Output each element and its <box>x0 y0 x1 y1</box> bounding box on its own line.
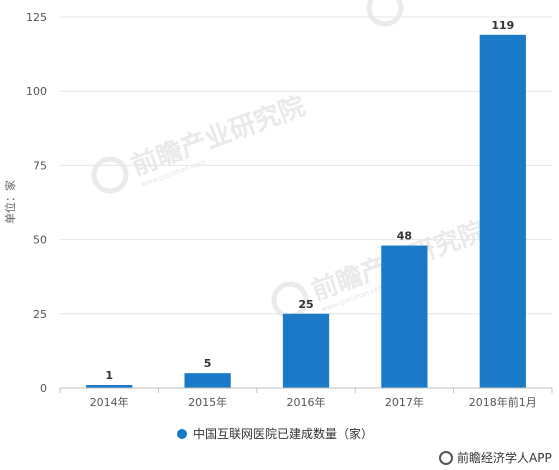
footer-brand-text: 前瞻经济学人APP <box>457 450 552 465</box>
bar <box>479 34 526 389</box>
brand-logo-icon <box>439 451 453 465</box>
x-tick-label: 2016年 <box>287 395 326 409</box>
gridlines <box>60 16 552 315</box>
legend-marker <box>177 429 187 439</box>
watermark-layer: 前瞻产业研究院 www.qianzhan.com 前瞻产业研究院 www.qia… <box>91 0 489 319</box>
watermark <box>366 0 404 27</box>
bar <box>184 373 231 388</box>
data-label: 48 <box>397 230 412 243</box>
watermark: 前瞻产业研究院 www.qianzhan.com <box>271 215 489 319</box>
bars <box>86 34 526 389</box>
y-tick-label: 25 <box>33 308 47 321</box>
x-tick-label: 2015年 <box>188 395 227 409</box>
bar <box>86 385 133 388</box>
x-tick-label: 2017年 <box>385 395 424 409</box>
y-tick-label: 0 <box>40 382 47 395</box>
y-tick-label: 50 <box>33 234 47 247</box>
data-label: 5 <box>204 357 212 370</box>
data-label: 119 <box>491 19 514 32</box>
y-axis-ticks: 0 25 50 75 100 125 <box>26 11 47 395</box>
watermark: 前瞻产业研究院 www.qianzhan.com <box>91 90 309 194</box>
legend: 中国互联网医院已建成数量（家） <box>177 426 373 441</box>
bar <box>381 245 428 388</box>
y-tick-label: 125 <box>26 11 47 24</box>
data-label: 1 <box>105 369 113 382</box>
data-label: 25 <box>298 298 313 311</box>
watermark-text: 前瞻产业研究院 <box>127 90 309 181</box>
y-tick-label: 100 <box>26 85 47 98</box>
y-axis-title: 单位：家 <box>3 180 17 224</box>
footer-brand: 前瞻经济学人APP <box>439 450 552 465</box>
x-axis-ticks: 2014年 2015年 2016年 2017年 2018年前1月 <box>59 388 553 409</box>
watermark-logo-icon <box>366 0 404 27</box>
watermark-logo-icon <box>91 156 129 194</box>
legend-label: 中国互联网医院已建成数量（家） <box>193 426 373 441</box>
x-tick-label: 2018年前1月 <box>469 395 537 409</box>
bar <box>282 313 330 388</box>
x-tick-label: 2014年 <box>90 395 129 409</box>
y-tick-label: 75 <box>33 159 47 172</box>
data-labels: 1 5 25 48 119 <box>105 19 514 382</box>
